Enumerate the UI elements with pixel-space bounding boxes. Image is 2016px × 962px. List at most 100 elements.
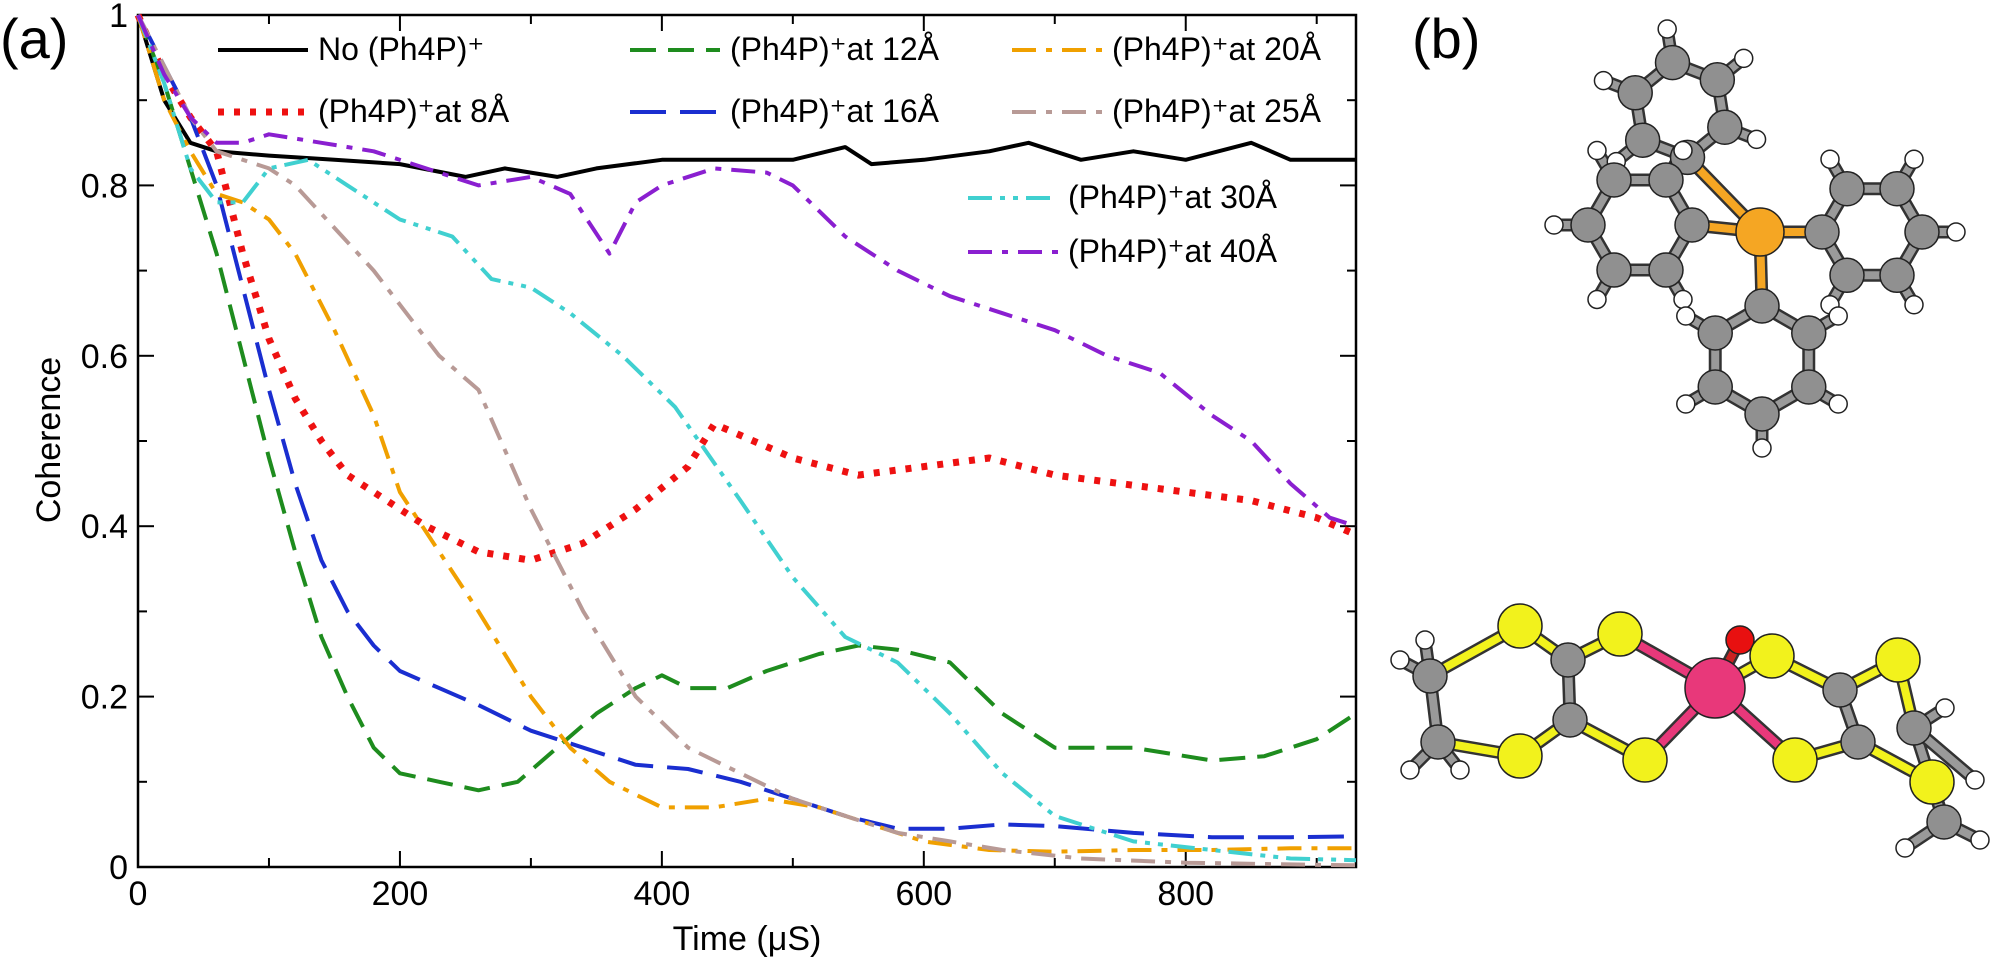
series-line-1: [134, 13, 1358, 564]
atom: [1617, 75, 1653, 111]
x-axis-title: Time (μS): [673, 920, 822, 958]
y-tick-label: 0.6: [81, 338, 128, 376]
atom: [1875, 637, 1921, 683]
atom: [1733, 48, 1754, 69]
atom: [1820, 149, 1840, 170]
atom: [1400, 760, 1420, 780]
atom: [1420, 724, 1456, 760]
series-line-5: [136, 14, 1357, 868]
atom: [1674, 207, 1710, 243]
atom: [1791, 315, 1827, 351]
atom: [1415, 630, 1435, 650]
atom: [1829, 170, 1865, 207]
legend-label-5: (Ph4P)⁺at 25Å: [1112, 93, 1322, 129]
atom: [1684, 657, 1746, 719]
atom: [1744, 288, 1780, 324]
x-tick-label: 600: [895, 875, 952, 913]
atom: [1829, 257, 1865, 294]
atom: [1752, 438, 1772, 458]
atom: [1412, 658, 1448, 694]
atom: [1926, 804, 1962, 840]
atom: [1657, 19, 1677, 39]
y-tick-label: 0.2: [81, 679, 128, 717]
atom: [1544, 215, 1564, 235]
atom: [1673, 289, 1693, 310]
y-axis-title: Coherence: [30, 357, 68, 523]
atom: [1390, 650, 1410, 670]
atom: [1597, 611, 1643, 657]
atom: [1909, 759, 1955, 805]
series-line-4: [136, 14, 1356, 854]
atom: [1725, 625, 1755, 655]
atom: [1593, 70, 1614, 91]
series-line-3: [136, 14, 1357, 840]
series-line-6: [136, 14, 1357, 863]
atom: [1587, 140, 1607, 161]
atom: [1735, 207, 1785, 257]
panel-label-a: (a): [0, 7, 68, 70]
atom: [1904, 294, 1924, 315]
atom: [1828, 306, 1848, 326]
atom: [1904, 149, 1924, 170]
atom: [1648, 162, 1684, 198]
atom: [1749, 633, 1795, 679]
atom: [1791, 369, 1827, 405]
atom: [1550, 642, 1586, 678]
legend-label-0: No (Ph4P)⁺: [318, 31, 484, 67]
panel-label-b: (b): [1412, 7, 1480, 70]
y-tick-label: 0.4: [81, 508, 128, 546]
atom: [1673, 140, 1693, 161]
atom: [1970, 830, 1990, 850]
atom: [1676, 394, 1696, 414]
y-tick-label: 1: [109, 0, 128, 35]
legend-label-4: (Ph4P)⁺at 20Å: [1112, 31, 1322, 67]
atom: [1895, 838, 1915, 858]
atom: [1596, 162, 1632, 198]
x-tick-label: 200: [372, 875, 429, 913]
atom: [1654, 44, 1691, 81]
x-tick-label: 0: [129, 875, 148, 913]
atom: [1697, 315, 1733, 351]
series-lines: [134, 13, 1358, 868]
atom: [1935, 698, 1955, 718]
legend-label-2: (Ph4P)⁺at 12Å: [730, 31, 940, 67]
axis-tick-labels: 0 200 400 600 800 0 0.2 0.4 0.6 0.8 1: [81, 0, 1214, 913]
atom: [1744, 396, 1780, 432]
atom: [1648, 252, 1684, 288]
y-tick-label: 0: [109, 849, 128, 887]
atom: [1828, 394, 1848, 414]
atom: [1697, 369, 1733, 405]
series-line-7: [136, 14, 1357, 529]
legend-label-6: (Ph4P)⁺at 30Å: [1068, 179, 1278, 215]
legend-label-3: (Ph4P)⁺at 16Å: [730, 93, 940, 129]
atom: [1624, 122, 1661, 158]
atom: [1879, 170, 1915, 207]
atom: [1552, 702, 1588, 738]
legend-label-1: (Ph4P)⁺at 8Å: [318, 93, 510, 129]
atom: [1497, 733, 1543, 779]
atom: [1879, 257, 1915, 294]
y-tick-label: 0.8: [81, 167, 128, 205]
atom: [1587, 289, 1607, 310]
legend: No (Ph4P)⁺ (Ph4P)⁺at 8Å (Ph4P)⁺at 12Å (Ph4P…: [218, 31, 1322, 269]
atom: [1699, 62, 1736, 98]
atom: [1746, 129, 1767, 150]
atom: [1497, 603, 1543, 649]
atom: [1622, 737, 1668, 783]
atom: [1946, 222, 1966, 242]
x-tick-label: 400: [634, 875, 691, 913]
atom: [1596, 252, 1632, 288]
atom: [1965, 770, 1985, 790]
atom: [1840, 724, 1876, 760]
legend-label-7: (Ph4P)⁺at 40Å: [1068, 233, 1278, 269]
ph4p-molecule-illustration: [1544, 19, 1966, 458]
x-tick-label: 800: [1157, 875, 1214, 913]
atom: [1772, 737, 1818, 783]
atom: [1707, 109, 1743, 145]
atom: [1904, 214, 1940, 250]
axis-ticks: [138, 15, 1356, 867]
atom: [1804, 214, 1840, 250]
atom: [1822, 672, 1858, 708]
atom: [1570, 207, 1606, 243]
